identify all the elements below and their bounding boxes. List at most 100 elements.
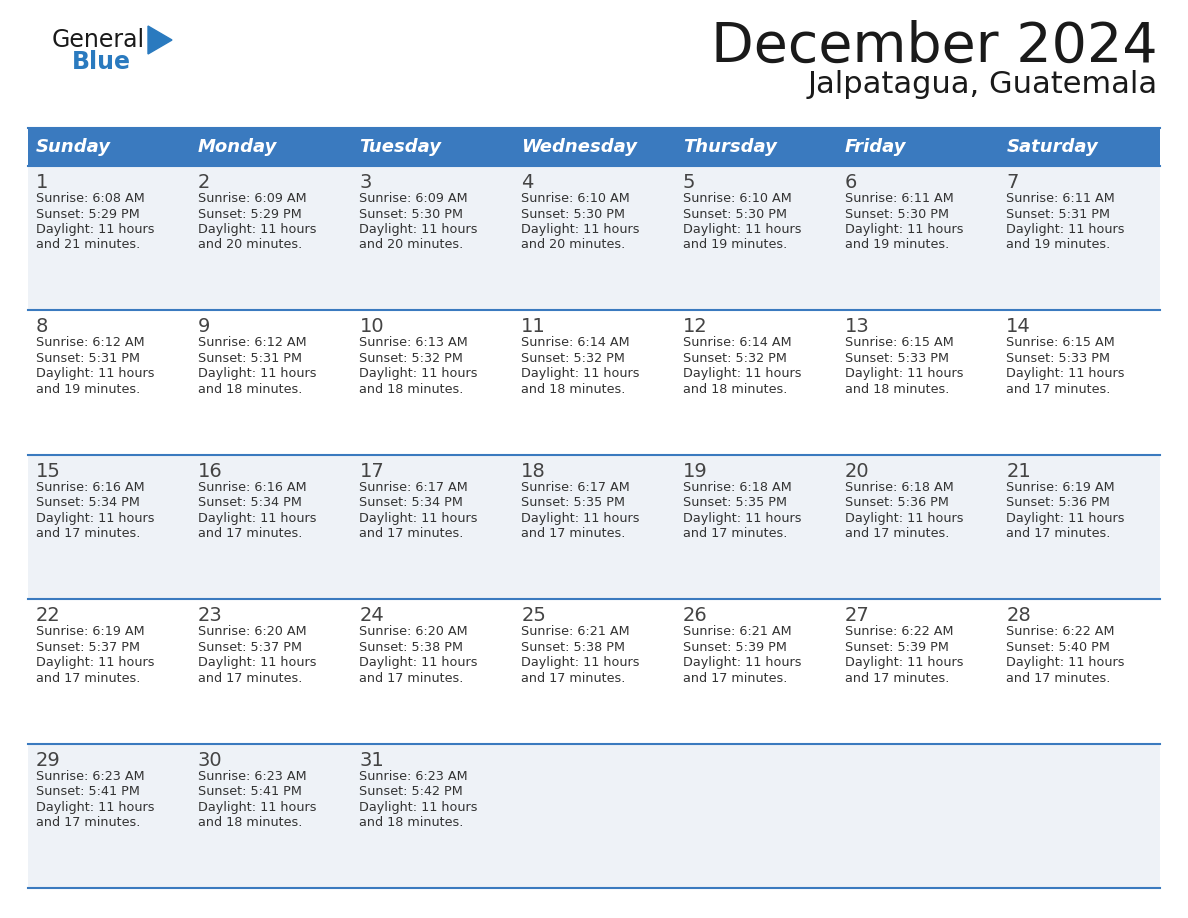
Text: and 20 minutes.: and 20 minutes. (197, 239, 302, 252)
FancyBboxPatch shape (29, 310, 1159, 454)
Text: Sunset: 5:35 PM: Sunset: 5:35 PM (683, 497, 786, 509)
Text: and 18 minutes.: and 18 minutes. (360, 816, 463, 829)
Text: 27: 27 (845, 606, 870, 625)
Text: 4: 4 (522, 173, 533, 192)
Text: Sunrise: 6:23 AM: Sunrise: 6:23 AM (197, 769, 307, 783)
Text: Daylight: 11 hours: Daylight: 11 hours (522, 656, 639, 669)
Text: 29: 29 (36, 751, 61, 769)
Text: and 17 minutes.: and 17 minutes. (197, 527, 302, 541)
Text: Sunrise: 6:22 AM: Sunrise: 6:22 AM (845, 625, 953, 638)
Text: Sunset: 5:33 PM: Sunset: 5:33 PM (1006, 352, 1111, 364)
Text: Sunset: 5:36 PM: Sunset: 5:36 PM (1006, 497, 1110, 509)
Text: December 2024: December 2024 (712, 20, 1158, 74)
Text: Daylight: 11 hours: Daylight: 11 hours (683, 656, 802, 669)
Text: 26: 26 (683, 606, 708, 625)
Text: Sunrise: 6:09 AM: Sunrise: 6:09 AM (360, 192, 468, 205)
Text: Sunset: 5:41 PM: Sunset: 5:41 PM (197, 785, 302, 798)
Text: Daylight: 11 hours: Daylight: 11 hours (683, 223, 802, 236)
Text: Sunrise: 6:13 AM: Sunrise: 6:13 AM (360, 336, 468, 350)
Text: Sunrise: 6:11 AM: Sunrise: 6:11 AM (1006, 192, 1116, 205)
Text: Daylight: 11 hours: Daylight: 11 hours (845, 367, 963, 380)
Text: Sunset: 5:32 PM: Sunset: 5:32 PM (360, 352, 463, 364)
Text: Daylight: 11 hours: Daylight: 11 hours (360, 223, 478, 236)
FancyBboxPatch shape (29, 599, 1159, 744)
Text: and 20 minutes.: and 20 minutes. (360, 239, 463, 252)
Text: Daylight: 11 hours: Daylight: 11 hours (845, 512, 963, 525)
Text: 8: 8 (36, 318, 49, 336)
Text: and 18 minutes.: and 18 minutes. (683, 383, 788, 396)
Text: 15: 15 (36, 462, 61, 481)
Text: Sunset: 5:39 PM: Sunset: 5:39 PM (683, 641, 786, 654)
Text: Sunset: 5:42 PM: Sunset: 5:42 PM (360, 785, 463, 798)
Text: Jalpatagua, Guatemala: Jalpatagua, Guatemala (808, 70, 1158, 99)
Text: and 20 minutes.: and 20 minutes. (522, 239, 625, 252)
Text: Sunrise: 6:14 AM: Sunrise: 6:14 AM (683, 336, 791, 350)
Text: Sunrise: 6:17 AM: Sunrise: 6:17 AM (522, 481, 630, 494)
Text: Sunrise: 6:18 AM: Sunrise: 6:18 AM (845, 481, 953, 494)
Text: General: General (52, 28, 145, 52)
Text: Saturday: Saturday (1006, 138, 1098, 156)
Text: and 17 minutes.: and 17 minutes. (522, 527, 626, 541)
Text: Sunset: 5:41 PM: Sunset: 5:41 PM (36, 785, 140, 798)
Text: Daylight: 11 hours: Daylight: 11 hours (683, 512, 802, 525)
Text: Sunset: 5:35 PM: Sunset: 5:35 PM (522, 497, 625, 509)
Text: and 17 minutes.: and 17 minutes. (360, 527, 463, 541)
Text: and 19 minutes.: and 19 minutes. (845, 239, 949, 252)
Text: and 18 minutes.: and 18 minutes. (197, 816, 302, 829)
Text: and 17 minutes.: and 17 minutes. (1006, 672, 1111, 685)
Text: and 19 minutes.: and 19 minutes. (1006, 239, 1111, 252)
Text: 31: 31 (360, 751, 384, 769)
Text: 6: 6 (845, 173, 857, 192)
Text: and 17 minutes.: and 17 minutes. (1006, 527, 1111, 541)
Text: 16: 16 (197, 462, 222, 481)
Text: Daylight: 11 hours: Daylight: 11 hours (522, 223, 639, 236)
Text: and 18 minutes.: and 18 minutes. (845, 383, 949, 396)
Text: 22: 22 (36, 606, 61, 625)
Text: Sunset: 5:29 PM: Sunset: 5:29 PM (36, 207, 140, 220)
Text: Sunrise: 6:18 AM: Sunrise: 6:18 AM (683, 481, 791, 494)
Text: and 17 minutes.: and 17 minutes. (36, 816, 140, 829)
Text: Sunrise: 6:09 AM: Sunrise: 6:09 AM (197, 192, 307, 205)
Text: Daylight: 11 hours: Daylight: 11 hours (845, 223, 963, 236)
Text: Sunrise: 6:21 AM: Sunrise: 6:21 AM (522, 625, 630, 638)
Text: and 17 minutes.: and 17 minutes. (1006, 383, 1111, 396)
Text: Sunrise: 6:23 AM: Sunrise: 6:23 AM (36, 769, 145, 783)
Text: Sunset: 5:39 PM: Sunset: 5:39 PM (845, 641, 948, 654)
Text: Sunrise: 6:19 AM: Sunrise: 6:19 AM (36, 625, 145, 638)
Text: and 18 minutes.: and 18 minutes. (522, 383, 626, 396)
Text: 14: 14 (1006, 318, 1031, 336)
Text: Sunset: 5:30 PM: Sunset: 5:30 PM (360, 207, 463, 220)
Text: Daylight: 11 hours: Daylight: 11 hours (197, 656, 316, 669)
Text: 9: 9 (197, 318, 210, 336)
Text: and 18 minutes.: and 18 minutes. (360, 383, 463, 396)
FancyBboxPatch shape (29, 744, 1159, 888)
Text: 23: 23 (197, 606, 222, 625)
Text: Daylight: 11 hours: Daylight: 11 hours (522, 367, 639, 380)
Text: Sunrise: 6:20 AM: Sunrise: 6:20 AM (360, 625, 468, 638)
Text: 7: 7 (1006, 173, 1018, 192)
Text: Thursday: Thursday (683, 138, 777, 156)
Text: Sunset: 5:31 PM: Sunset: 5:31 PM (36, 352, 140, 364)
Text: Tuesday: Tuesday (360, 138, 442, 156)
Text: and 18 minutes.: and 18 minutes. (197, 383, 302, 396)
Text: Sunset: 5:34 PM: Sunset: 5:34 PM (36, 497, 140, 509)
Text: Blue: Blue (72, 50, 131, 74)
Text: Daylight: 11 hours: Daylight: 11 hours (197, 223, 316, 236)
Text: 3: 3 (360, 173, 372, 192)
Text: Sunrise: 6:16 AM: Sunrise: 6:16 AM (36, 481, 145, 494)
Text: Daylight: 11 hours: Daylight: 11 hours (360, 800, 478, 813)
Text: and 17 minutes.: and 17 minutes. (360, 672, 463, 685)
Text: Daylight: 11 hours: Daylight: 11 hours (197, 512, 316, 525)
Text: Sunrise: 6:08 AM: Sunrise: 6:08 AM (36, 192, 145, 205)
Text: Sunrise: 6:19 AM: Sunrise: 6:19 AM (1006, 481, 1114, 494)
Text: and 17 minutes.: and 17 minutes. (845, 527, 949, 541)
Text: Sunset: 5:34 PM: Sunset: 5:34 PM (197, 497, 302, 509)
Text: Sunrise: 6:15 AM: Sunrise: 6:15 AM (1006, 336, 1116, 350)
Text: Daylight: 11 hours: Daylight: 11 hours (522, 512, 639, 525)
Text: 19: 19 (683, 462, 708, 481)
Text: 30: 30 (197, 751, 222, 769)
Text: 24: 24 (360, 606, 384, 625)
Text: Daylight: 11 hours: Daylight: 11 hours (197, 800, 316, 813)
Text: Sunrise: 6:20 AM: Sunrise: 6:20 AM (197, 625, 307, 638)
Text: Daylight: 11 hours: Daylight: 11 hours (1006, 223, 1125, 236)
